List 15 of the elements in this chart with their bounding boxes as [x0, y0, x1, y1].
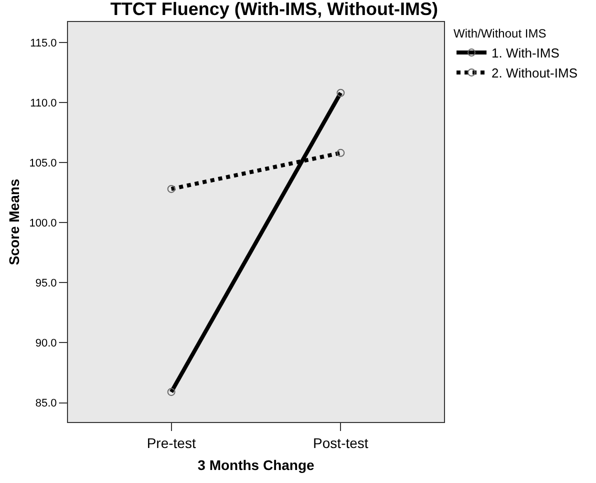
- legend-label: 1. With-IMS: [492, 46, 560, 61]
- y-tick-label: 115.0: [30, 37, 57, 50]
- legend-title: With/Without IMS: [454, 26, 546, 41]
- x-axis-title: 3 Months Change: [198, 457, 315, 474]
- legend-label: 2. Without-IMS: [492, 66, 578, 81]
- x-tick-label: Post-test: [313, 434, 368, 451]
- y-tick-label: 105.0: [29, 157, 57, 170]
- y-tick-label: 90.0: [35, 338, 57, 350]
- y-tick-label: 95.0: [35, 278, 57, 290]
- x-tick-label: Pre-test: [146, 434, 196, 451]
- y-tick-label: 110.0: [30, 97, 57, 110]
- y-axis-title: Score Means: [6, 178, 22, 266]
- y-tick-label: 100.0: [29, 217, 57, 230]
- chart-title: TTCT Fluency (With-IMS, Without-IMS): [110, 0, 438, 20]
- y-tick-label: 85.0: [35, 398, 57, 410]
